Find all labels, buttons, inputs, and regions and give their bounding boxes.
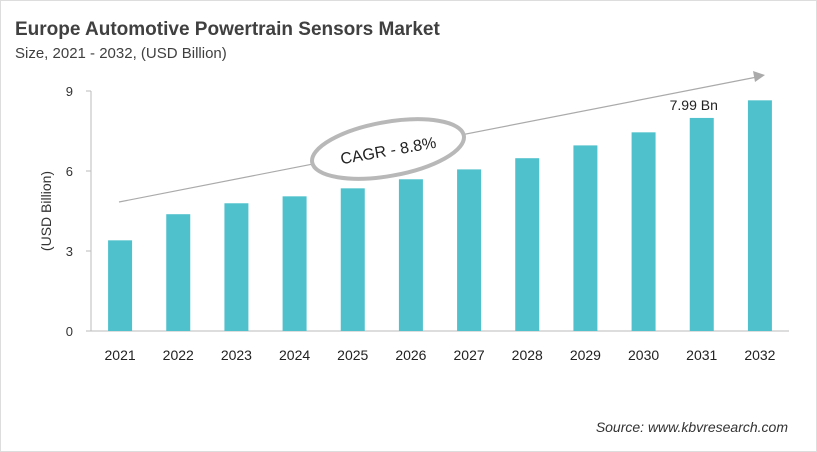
bar-2023: [224, 203, 249, 331]
x-tick-label: 2029: [570, 347, 601, 363]
bar-2028: [515, 158, 540, 331]
bar-2032: [747, 100, 772, 331]
bar-2030: [631, 132, 656, 331]
x-tick-label: 2026: [395, 347, 426, 363]
bar-2025: [340, 188, 365, 331]
y-axis-label: (USD Billion): [38, 171, 54, 251]
data-label: 7.99 Bn: [670, 97, 718, 113]
x-tick-label: 2027: [454, 347, 485, 363]
x-tick-label: 2024: [279, 347, 310, 363]
x-tick-label: 2028: [512, 347, 543, 363]
bar-2031: [689, 117, 714, 331]
x-tick-label: 2025: [337, 347, 368, 363]
y-tick-label: 3: [66, 244, 73, 259]
y-tick-label: 9: [66, 84, 73, 99]
bar-2027: [457, 169, 482, 331]
x-tick-label: 2022: [163, 347, 194, 363]
bar-2022: [166, 214, 191, 331]
bar-2021: [108, 240, 133, 331]
x-tick-label: 2030: [628, 347, 659, 363]
chart-subtitle: Size, 2021 - 2032, (USD Billion): [15, 45, 227, 62]
bar-2024: [282, 196, 307, 331]
cagr-ellipse: [310, 117, 466, 181]
source-note: Source: www.kbvresearch.com: [595, 419, 788, 435]
x-tick-label: 2032: [744, 347, 775, 363]
x-tick-label: 2021: [105, 347, 136, 363]
y-tick-label: 6: [66, 164, 73, 179]
x-tick-label: 2023: [221, 347, 252, 363]
bar-2029: [573, 145, 598, 331]
y-tick-label: 0: [66, 324, 73, 339]
x-tick-label: 2031: [686, 347, 717, 363]
chart-title: Europe Automotive Powertrain Sensors Mar…: [15, 19, 440, 40]
trend-arrow-head: [753, 71, 765, 82]
bar-2026: [398, 179, 423, 331]
